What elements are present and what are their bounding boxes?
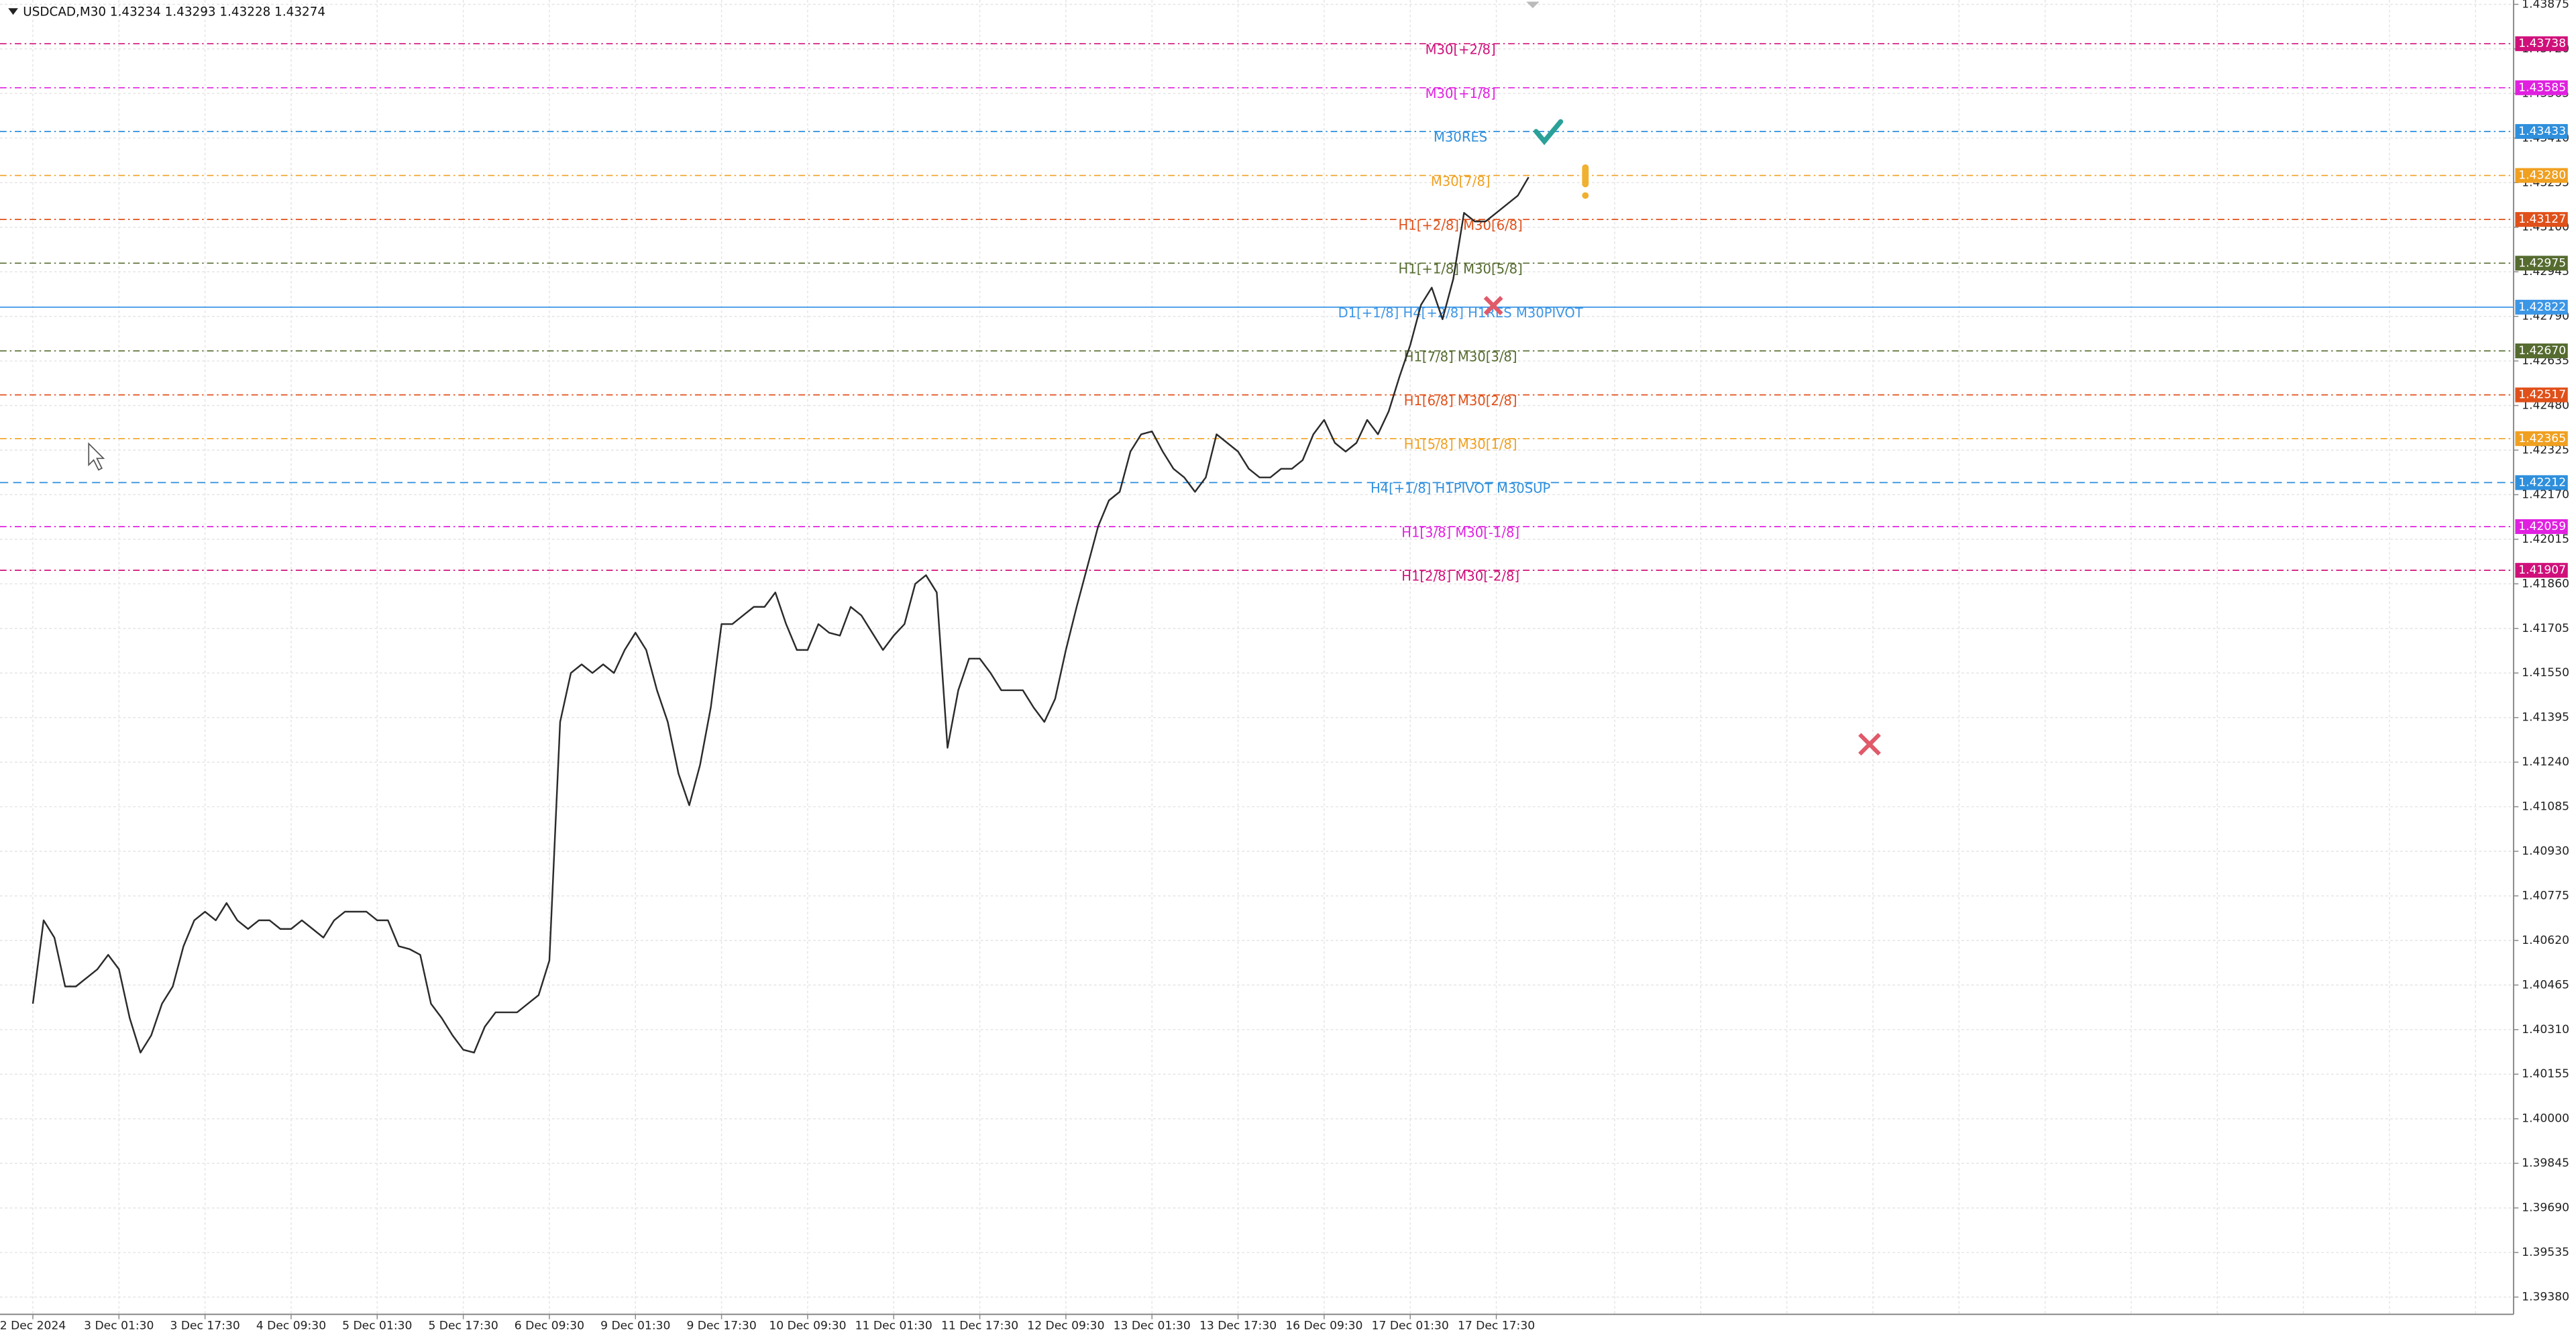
y-tick-label: 1.39535 [2522, 1246, 2569, 1259]
x-tick-label: 3 Dec 01:30 [84, 1319, 154, 1332]
chart-title: USDCAD,M30 1.43234 1.43293 1.43228 1.432… [23, 5, 325, 19]
shift-marker[interactable] [1526, 1, 1540, 9]
level-price-box [2515, 299, 2568, 315]
level-price-box [2515, 343, 2568, 359]
level-label: H1[2/8] M30[-2/8] [1401, 568, 1519, 584]
level-price: 1.43127 [2518, 213, 2566, 226]
level-label: M30RES [1434, 129, 1487, 145]
level-price: 1.43433 [2518, 125, 2566, 138]
level-label: M30[+1/8] [1426, 86, 1496, 101]
level-price: 1.41907 [2518, 564, 2566, 577]
series [32, 176, 1529, 1054]
level-price: 1.42517 [2518, 388, 2566, 402]
level-price: 1.42212 [2518, 476, 2566, 489]
y-tick-label: 1.41705 [2522, 622, 2569, 635]
level-price: 1.42822 [2518, 301, 2566, 314]
alert-icon-dot [1582, 192, 1589, 199]
level-price-box [2515, 256, 2568, 271]
level-price-box [2515, 123, 2568, 139]
y-tick-label: 1.40465 [2522, 978, 2569, 992]
y-tick-label: 1.41860 [2522, 577, 2569, 590]
y-tick-label: 1.40000 [2522, 1112, 2569, 1126]
x-tick-label: 9 Dec 01:30 [600, 1319, 670, 1332]
level-label: H1[5/8] M30[1/8] [1404, 437, 1517, 452]
y-tick-label: 1.41240 [2522, 755, 2569, 769]
level-price-box [2515, 36, 2568, 52]
level-price: 1.42059 [2518, 520, 2566, 533]
y-tick-label: 1.42015 [2522, 533, 2569, 546]
level-label: H1[6/8] M30[2/8] [1404, 393, 1517, 409]
level-price-box [2515, 519, 2568, 535]
alert-icon [1582, 164, 1589, 188]
y-tick-label: 1.41395 [2522, 711, 2569, 725]
cross-icon [1858, 733, 1881, 756]
y-tick-label: 1.41550 [2522, 666, 2569, 680]
level-price: 1.43585 [2518, 81, 2566, 95]
level-label: D1[+1/8] H4[+2/8] H1RES M30PIVOT [1338, 305, 1584, 321]
x-tick-label: 6 Dec 09:30 [515, 1319, 584, 1332]
level-price: 1.42975 [2518, 256, 2566, 270]
x-tick-label: 17 Dec 17:30 [1458, 1319, 1535, 1332]
y-tick-label: 1.40620 [2522, 934, 2569, 947]
level-price-box [2515, 563, 2568, 578]
x-tick-label: 12 Dec 09:30 [1027, 1319, 1104, 1332]
y-tick-label: 1.42325 [2522, 443, 2569, 457]
x-tick-label: 3 Dec 17:30 [170, 1319, 239, 1332]
x-tick-label: 9 Dec 17:30 [686, 1319, 756, 1332]
y-tick-label: 1.40930 [2522, 845, 2569, 858]
x-tick-label: 13 Dec 01:30 [1114, 1319, 1191, 1332]
level-label: H1[+1/8] M30[5/8] [1399, 262, 1523, 277]
mouse-cursor [88, 442, 105, 471]
level-label: M30[+2/8] [1426, 42, 1496, 57]
levels: M30[+2/8] M30[+1/8] M30RES M30[7/8] H1[+2/8]… [0, 42, 2514, 584]
x-tick-label: 10 Dec 09:30 [769, 1319, 846, 1332]
level-price: 1.42365 [2518, 432, 2566, 445]
level-label: H1[+2/8] M30[6/8] [1399, 217, 1523, 233]
y-tick-label: 1.41085 [2522, 800, 2569, 814]
menu-triangle[interactable] [8, 8, 18, 15]
y-tick-label: 1.39845 [2522, 1157, 2569, 1170]
x-tick-label: 4 Dec 09:30 [256, 1319, 326, 1332]
level-price: 1.42670 [2518, 344, 2566, 358]
y-tick-label: 1.40310 [2522, 1023, 2569, 1036]
check-icon [1534, 119, 1564, 146]
level-price-box [2515, 168, 2568, 183]
level-label: H1[3/8] M30[-1/8] [1401, 525, 1519, 540]
y-tick-label: 1.39380 [2522, 1291, 2569, 1304]
level-label: H4[+1/8] H1PIVOT M30SUP [1371, 481, 1551, 496]
level-price-box [2515, 80, 2568, 95]
y-tick-label: 1.40155 [2522, 1067, 2569, 1081]
level-price-box [2515, 431, 2568, 446]
level-label: M30[7/8] [1431, 174, 1491, 189]
level-price: 1.43738 [2518, 37, 2566, 50]
y-tick-label: 1.43875 [2522, 0, 2569, 11]
level-price: 1.43280 [2518, 169, 2566, 182]
x-tick-label: 11 Dec 01:30 [855, 1319, 932, 1332]
x-tick-label: 2 Dec 2024 [0, 1319, 66, 1332]
x-tick-label: 17 Dec 01:30 [1372, 1319, 1449, 1332]
x-tick-label: 5 Dec 17:30 [428, 1319, 498, 1332]
price-line [32, 176, 1529, 1054]
level-price-box [2515, 212, 2568, 227]
y-tick-label: 1.39690 [2522, 1201, 2569, 1215]
x-tick-label: 16 Dec 09:30 [1285, 1319, 1362, 1332]
x-tick-label: 5 Dec 01:30 [342, 1319, 412, 1332]
y-tick-label: 1.40775 [2522, 889, 2569, 902]
cross-icon [1483, 296, 1503, 315]
x-tick-label: 13 Dec 17:30 [1199, 1319, 1277, 1332]
x-tick-label: 11 Dec 17:30 [941, 1319, 1018, 1332]
level-price-box [2515, 475, 2568, 490]
y-tick-label: 1.42170 [2522, 488, 2569, 501]
level-label: H1[7/8] M30[3/8] [1404, 349, 1517, 364]
grid [0, 0, 2514, 1315]
level-price-box [2515, 387, 2568, 403]
